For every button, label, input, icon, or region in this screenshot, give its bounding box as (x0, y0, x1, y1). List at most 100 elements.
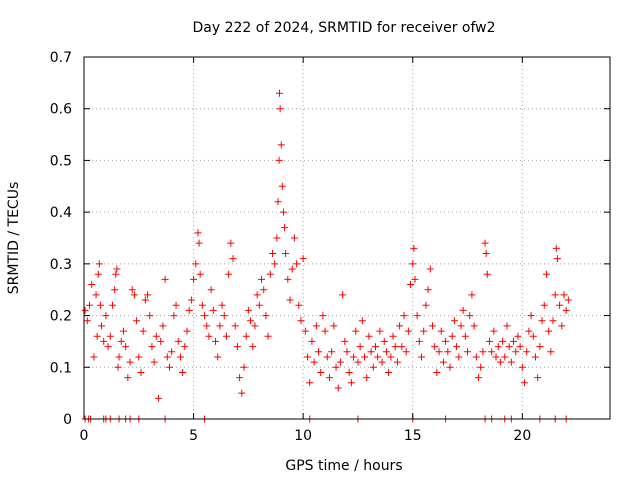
data-point (255, 301, 263, 309)
data-point (560, 291, 568, 299)
data-point (271, 260, 279, 268)
data-point (521, 379, 529, 387)
data-point (195, 239, 203, 247)
data-point (512, 348, 520, 356)
data-point (358, 317, 366, 325)
data-point (536, 343, 544, 351)
data-point (439, 358, 447, 366)
data-point (315, 348, 323, 356)
data-point (494, 343, 502, 351)
data-point (422, 301, 430, 309)
data-point (308, 337, 316, 345)
data-point (236, 374, 244, 382)
data-point (231, 322, 239, 330)
data-point (233, 343, 241, 351)
data-point (334, 384, 342, 392)
data-point (404, 327, 412, 335)
data-point (459, 306, 467, 314)
data-point (446, 363, 454, 371)
data-point (437, 327, 445, 335)
data-point (391, 343, 399, 351)
data-point (194, 229, 202, 237)
data-point (558, 322, 566, 330)
data-point (174, 337, 182, 345)
data-point (304, 353, 312, 361)
data-point (225, 270, 233, 278)
data-point (216, 322, 224, 330)
data-point (361, 353, 369, 361)
data-point (503, 322, 511, 330)
data-point (479, 348, 487, 356)
data-point (350, 353, 358, 361)
data-point (523, 348, 531, 356)
data-point (411, 275, 419, 283)
data-point (161, 275, 169, 283)
y-axis: 0 0.1 0.2 0.3 0.4 0.5 0.6 0.7 (50, 50, 610, 428)
data-point (525, 327, 533, 335)
data-point (181, 343, 189, 351)
data-point (115, 353, 123, 361)
data-point (455, 353, 463, 361)
data-point (85, 301, 93, 309)
data-point (137, 368, 145, 376)
x-tick-label: 15 (404, 428, 422, 444)
data-point (352, 327, 360, 335)
data-point (222, 332, 230, 340)
data-point (461, 332, 469, 340)
data-point (540, 301, 548, 309)
data-point (531, 353, 539, 361)
data-point (238, 389, 246, 397)
data-point (343, 348, 351, 356)
data-point (510, 337, 518, 345)
y-axis-title: SRMTID / TECUs (6, 182, 22, 295)
data-point (183, 327, 191, 335)
data-point (369, 363, 377, 371)
data-point (376, 327, 384, 335)
data-point (133, 317, 141, 325)
data-point (258, 275, 266, 283)
data-point (542, 270, 550, 278)
data-point (284, 275, 292, 283)
data-point (553, 255, 561, 263)
data-point (165, 363, 173, 371)
data-point (410, 244, 418, 252)
data-point (420, 327, 428, 335)
data-point (507, 358, 515, 366)
data-point (146, 312, 154, 320)
data-point (275, 89, 283, 97)
data-point (323, 353, 331, 361)
data-point (448, 332, 456, 340)
data-point (339, 291, 347, 299)
x-tick-label: 10 (294, 428, 312, 444)
x-tick-label: 5 (189, 428, 198, 444)
y-tick-label: 0.1 (50, 360, 72, 376)
data-point (98, 322, 106, 330)
data-point (475, 374, 482, 382)
data-point (551, 291, 559, 299)
x-axis: 0 5 10 15 20 (80, 57, 531, 444)
data-point (400, 312, 408, 320)
data-point (301, 327, 309, 335)
data-point (102, 312, 110, 320)
data-point (453, 343, 461, 351)
data-point (170, 312, 178, 320)
y-tick-label: 0.7 (50, 50, 72, 66)
data-point (117, 337, 125, 345)
data-point (371, 343, 379, 351)
data-point (104, 343, 112, 351)
data-point (290, 234, 298, 242)
y-tick-label: 0.4 (50, 205, 72, 221)
data-point (393, 358, 401, 366)
data-point (249, 343, 257, 351)
data-point (119, 327, 127, 335)
data-point (407, 281, 415, 289)
data-point (382, 348, 390, 356)
data-point (207, 286, 215, 294)
data-point (94, 270, 102, 278)
data-point (332, 363, 340, 371)
data-point (126, 358, 134, 366)
data-point (111, 286, 119, 294)
data-point (229, 255, 237, 263)
data-point (505, 343, 513, 351)
data-point (477, 363, 485, 371)
